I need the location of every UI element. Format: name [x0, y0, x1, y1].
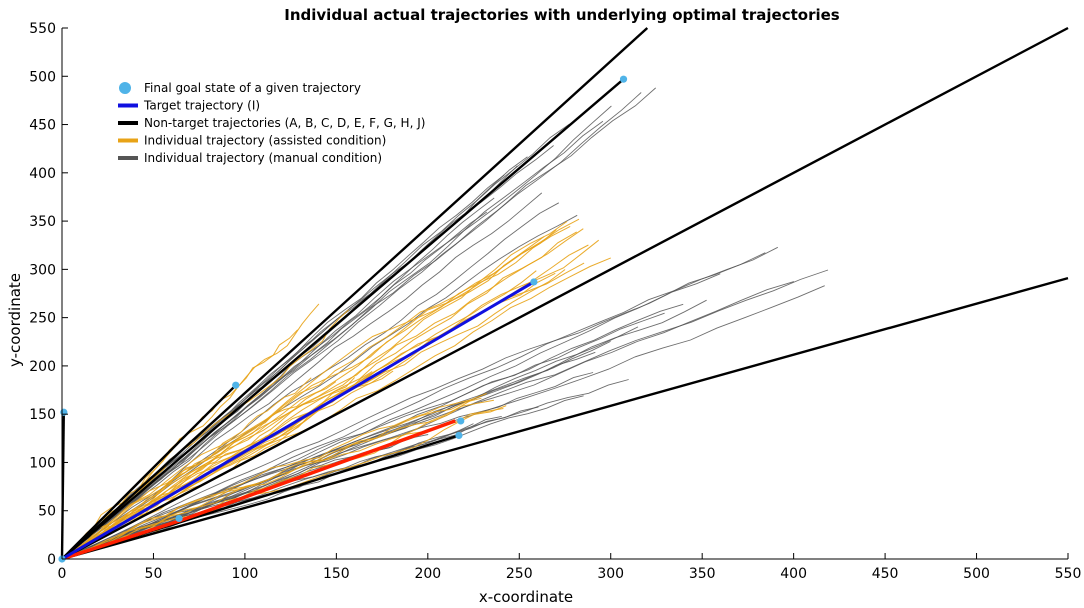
x-tick-label: 400	[780, 566, 807, 582]
y-tick-label: 0	[47, 552, 56, 568]
manual-trajectory	[61, 312, 665, 560]
x-axis-label: x-coordinate	[479, 588, 573, 606]
nontarget-trajectory	[61, 78, 625, 560]
legend-entry-label: Individual trajectory (assisted conditio…	[144, 134, 386, 148]
legend: Final goal state of a given trajectory Ta…	[118, 81, 425, 165]
legend-entry-label: Final goal state of a given trajectory	[144, 81, 361, 95]
x-tick-label: 0	[58, 566, 67, 582]
nontarget-trajectory	[61, 384, 237, 560]
legend-goal-marker	[119, 82, 131, 94]
assisted-trajectory	[61, 397, 482, 560]
y-tick-label: 550	[29, 21, 56, 37]
x-tick-label: 100	[232, 566, 259, 582]
y-tick-label: 50	[38, 504, 56, 520]
assisted-trajectory	[61, 381, 337, 560]
assisted-trajectory	[61, 303, 320, 560]
x-tick-label: 450	[872, 566, 899, 582]
nontarget-trajectory	[61, 26, 1069, 561]
x-tick-label: 350	[689, 566, 716, 582]
nontarget-trajectory	[61, 27, 649, 560]
goal-state-point	[232, 381, 240, 389]
y-tick-label: 450	[29, 118, 56, 134]
target-trajectory	[61, 280, 535, 561]
chart-title: Individual actual trajectories with unde…	[284, 6, 840, 24]
goal-state-point	[457, 417, 465, 425]
goal-state-point	[530, 278, 538, 286]
x-tick-label: 550	[1055, 566, 1082, 582]
legend-entry-label: Individual trajectory (manual condition)	[144, 151, 382, 165]
y-tick-label: 500	[29, 69, 56, 85]
assisted-trajectory	[61, 393, 487, 560]
y-tick-label: 250	[29, 311, 56, 327]
x-tick-label: 250	[506, 566, 533, 582]
nontarget-trajectory	[61, 276, 1069, 561]
goal-state-point	[60, 408, 68, 416]
goal-state-point	[175, 514, 183, 523]
y-axis-label: y-coordinate	[6, 273, 24, 367]
goal-state-point	[619, 75, 628, 83]
manual-trajectory	[61, 120, 604, 560]
manual-trajectory	[61, 273, 721, 560]
assisted-trajectory	[61, 229, 557, 560]
axes: 0 50 100 150 200 250 300 350 400 450 500 550 0 50 100 1…	[29, 21, 1081, 582]
legend-entry-label: Target trajectory (I)	[143, 99, 260, 113]
manual-trajectory	[61, 197, 495, 560]
plot-area	[58, 26, 1069, 563]
x-tick-label: 500	[963, 566, 990, 582]
y-tick-label: 300	[29, 262, 56, 278]
assisted-trajectory	[61, 228, 584, 560]
goal-state-point	[455, 431, 463, 440]
x-tick-label: 150	[323, 566, 350, 582]
legend-entry-label: Non-target trajectories (A, B, C, D, E, …	[144, 116, 425, 130]
assisted-trajectory	[61, 236, 545, 560]
y-tick-label: 200	[29, 359, 56, 375]
manual-trajectory	[61, 299, 707, 560]
assisted-trajectory	[61, 231, 577, 560]
assisted-trajectory	[61, 371, 373, 560]
y-tick-label: 350	[29, 214, 56, 230]
x-tick-label: 50	[145, 566, 163, 582]
y-tick-label: 400	[29, 166, 56, 182]
y-tick-label: 100	[29, 455, 56, 471]
x-tick-label: 300	[597, 566, 624, 582]
manual-trajectory	[61, 202, 560, 560]
assisted-trajectory	[61, 377, 312, 560]
y-tick-label: 150	[29, 407, 56, 423]
x-tick-label: 200	[414, 566, 441, 582]
